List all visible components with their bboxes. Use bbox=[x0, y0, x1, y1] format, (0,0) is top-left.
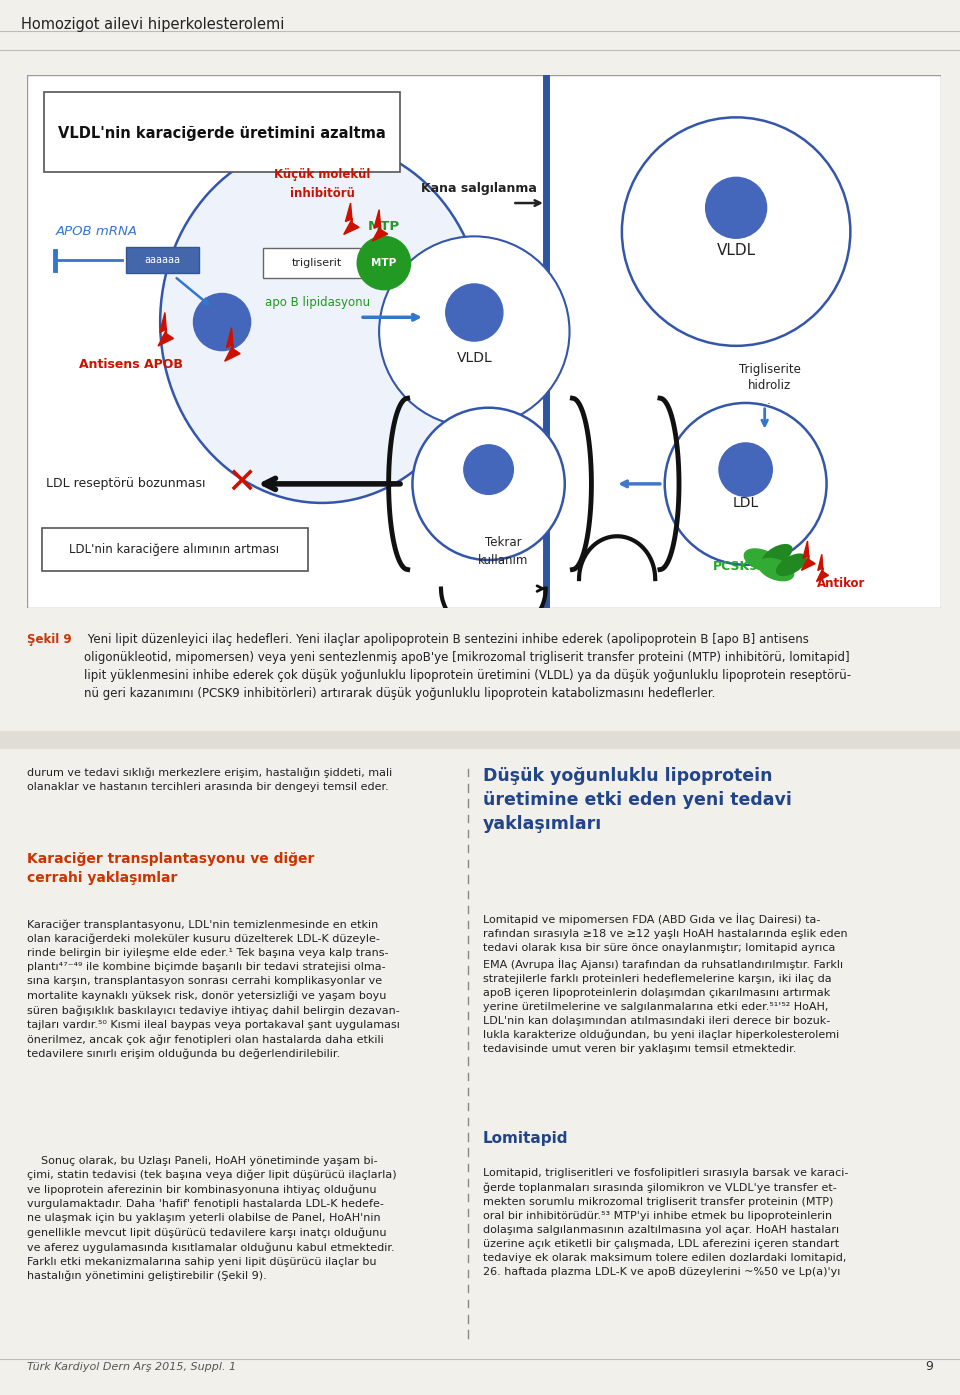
Text: Şekil 9: Şekil 9 bbox=[27, 633, 71, 646]
Text: ✕: ✕ bbox=[226, 467, 256, 501]
Text: Trigliserite: Trigliserite bbox=[738, 363, 801, 377]
Circle shape bbox=[194, 293, 251, 350]
Polygon shape bbox=[372, 209, 388, 241]
Text: Türk Kardiyol Dern Arş 2015, Suppl. 1: Türk Kardiyol Dern Arş 2015, Suppl. 1 bbox=[27, 1362, 236, 1371]
Circle shape bbox=[664, 403, 827, 565]
Circle shape bbox=[719, 444, 772, 497]
FancyBboxPatch shape bbox=[263, 248, 372, 278]
Text: Düşük yoğunluklu lipoprotein
üretimine etki eden yeni tedavi
yaklaşımları: Düşük yoğunluklu lipoprotein üretimine e… bbox=[483, 767, 792, 833]
Text: LDL reseptörü bozunması: LDL reseptörü bozunması bbox=[46, 477, 205, 491]
Text: PCSK9: PCSK9 bbox=[713, 561, 759, 573]
Text: Küçük molekül: Küçük molekül bbox=[274, 167, 371, 181]
Ellipse shape bbox=[776, 554, 806, 576]
Ellipse shape bbox=[160, 141, 484, 504]
Text: Yeni lipit düzenleyici ilaç hedefleri. Yeni ilaçlar apolipoprotein B sentezini i: Yeni lipit düzenleyici ilaç hedefleri. Y… bbox=[84, 633, 851, 700]
FancyBboxPatch shape bbox=[126, 247, 199, 273]
Text: MTP: MTP bbox=[368, 220, 400, 233]
Ellipse shape bbox=[757, 558, 794, 582]
Text: Homozigot ailevi hiperkolesterolemi: Homozigot ailevi hiperkolesterolemi bbox=[21, 17, 284, 32]
FancyBboxPatch shape bbox=[42, 527, 308, 572]
Ellipse shape bbox=[761, 544, 793, 566]
Circle shape bbox=[413, 407, 564, 559]
Polygon shape bbox=[344, 204, 359, 234]
Text: hidroliz: hidroliz bbox=[748, 379, 791, 392]
Text: VLDL: VLDL bbox=[716, 243, 756, 258]
Text: inhibitörü: inhibitörü bbox=[290, 187, 354, 199]
FancyBboxPatch shape bbox=[27, 74, 941, 608]
Circle shape bbox=[706, 177, 767, 239]
Circle shape bbox=[379, 236, 569, 427]
Text: Karaciğer transplantasyonu ve diğer
cerrahi yaklaşımlar: Karaciğer transplantasyonu ve diğer cerr… bbox=[27, 852, 314, 884]
Ellipse shape bbox=[744, 548, 780, 572]
Text: apo B lipidasyonu: apo B lipidasyonu bbox=[265, 297, 370, 310]
Text: 9: 9 bbox=[925, 1360, 933, 1373]
Text: Antisens APOB: Antisens APOB bbox=[80, 359, 183, 371]
Circle shape bbox=[357, 236, 411, 290]
Text: VLDL'nin karaciğerde üretimini azaltma: VLDL'nin karaciğerde üretimini azaltma bbox=[59, 126, 386, 141]
Text: kullanım: kullanım bbox=[478, 554, 528, 566]
Text: Karaciğer transplantasyonu, LDL'nin temizlenmesinde en etkin
olan karaciğerdeki : Karaciğer transplantasyonu, LDL'nin temi… bbox=[27, 919, 399, 1059]
Text: durum ve tedavi sıklığı merkezlere erişim, hastalığın şiddeti, mali
olanaklar ve: durum ve tedavi sıklığı merkezlere erişi… bbox=[27, 767, 392, 792]
Text: VLDL: VLDL bbox=[456, 352, 492, 365]
Circle shape bbox=[445, 285, 503, 340]
Polygon shape bbox=[802, 541, 815, 571]
Polygon shape bbox=[225, 328, 240, 361]
Text: APOB mRNA: APOB mRNA bbox=[56, 225, 137, 239]
Text: Sonuç olarak, bu Uzlaşı Paneli, HoAH yönetiminde yaşam bi-
çimi, statin tedavisi: Sonuç olarak, bu Uzlaşı Paneli, HoAH yön… bbox=[27, 1155, 396, 1282]
Text: Tekrar: Tekrar bbox=[485, 537, 521, 550]
Text: Antikor: Antikor bbox=[817, 578, 865, 590]
Text: Kana salgılanma: Kana salgılanma bbox=[421, 183, 537, 195]
Text: Lomitapid ve mipomersen FDA (ABD Gıda ve İlaç Dairesi) ta-
rafından sırasıyla ≥1: Lomitapid ve mipomersen FDA (ABD Gıda ve… bbox=[483, 912, 848, 1055]
Text: MTP: MTP bbox=[372, 258, 396, 268]
Text: Lomitapid: Lomitapid bbox=[483, 1131, 568, 1147]
Text: trigliserit: trigliserit bbox=[292, 258, 343, 268]
Circle shape bbox=[464, 445, 514, 494]
Text: LDL'nin karaciğere alımının artması: LDL'nin karaciğere alımının artması bbox=[69, 543, 279, 557]
FancyBboxPatch shape bbox=[44, 92, 400, 172]
Text: aaaaaa: aaaaaa bbox=[144, 255, 180, 265]
Polygon shape bbox=[816, 554, 828, 582]
Text: Lomitapid, trigliseritleri ve fosfolipitleri sırasıyla barsak ve karaci-
ğerde t: Lomitapid, trigliseritleri ve fosfolipit… bbox=[483, 1168, 849, 1276]
Text: LDL: LDL bbox=[732, 495, 758, 511]
Polygon shape bbox=[158, 312, 174, 346]
Text: . .: . . bbox=[758, 393, 771, 406]
Circle shape bbox=[622, 117, 851, 346]
